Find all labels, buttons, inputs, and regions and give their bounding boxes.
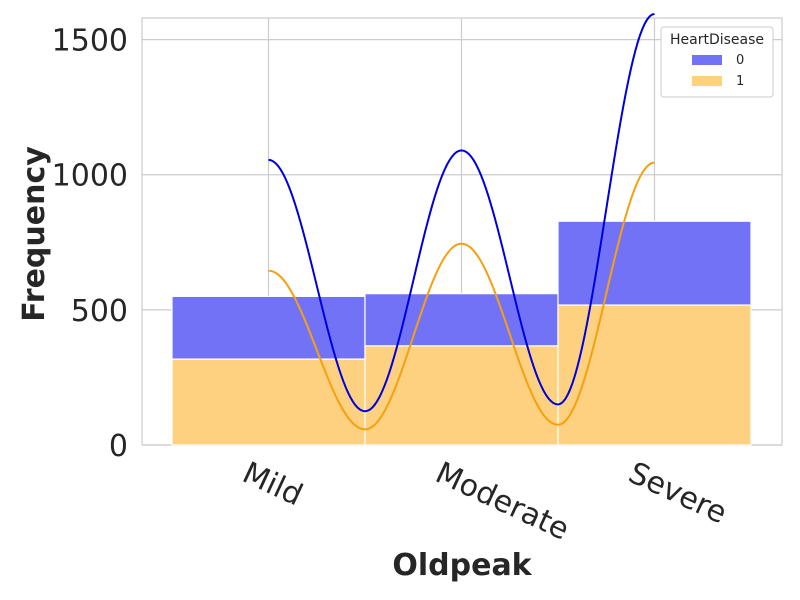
bar-mild-series-1	[171, 358, 366, 446]
legend-title: HeartDisease	[670, 32, 764, 48]
x-tick-label-severe: Severe	[623, 456, 732, 532]
legend-swatch-1	[692, 76, 722, 86]
kde-curve-series-0	[268, 12, 655, 413]
bar-mild-series-0	[171, 295, 366, 360]
bar-moderate-series-0	[364, 293, 559, 347]
kde-curves	[268, 12, 655, 431]
y-tick-label: 1500	[52, 24, 128, 59]
bar-moderate-series-1	[364, 345, 559, 446]
legend: HeartDisease 0 1	[660, 26, 774, 98]
y-axis-title: Frequency	[17, 146, 52, 322]
x-tick-label-moderate: Moderate	[430, 456, 574, 548]
bar-severe-series-1	[557, 304, 752, 446]
legend-swatch-0	[692, 55, 722, 65]
bars	[171, 220, 752, 446]
legend-label-0: 0	[736, 53, 744, 68]
kde-curve-series-1	[268, 161, 655, 431]
y-tick-label: 500	[71, 294, 128, 329]
x-axis-title: Oldpeak	[392, 548, 532, 583]
bar-severe-series-0	[557, 220, 752, 306]
legend-label-1: 1	[736, 74, 744, 89]
y-tick-label: 0	[109, 429, 128, 464]
x-tick-label-mild: Mild	[237, 456, 308, 514]
y-tick-label: 1000	[52, 159, 128, 194]
